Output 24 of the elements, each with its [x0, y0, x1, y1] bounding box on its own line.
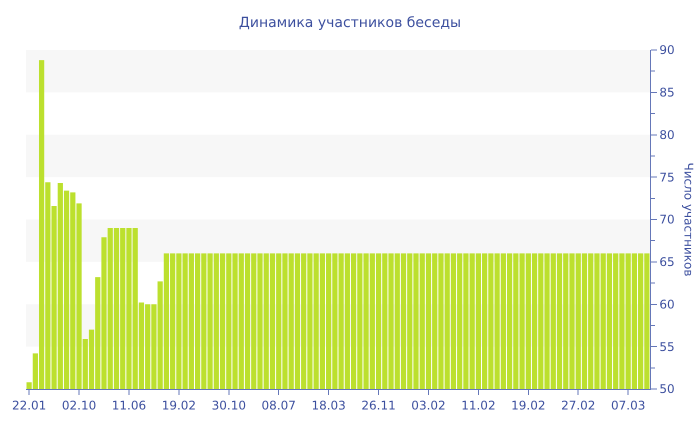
x-tick-label: 22.01	[12, 398, 46, 412]
y-tick-label: 80	[659, 128, 675, 142]
x-tick-label: 07.03	[610, 398, 646, 412]
x-tick-label: 08.07	[262, 398, 296, 412]
y-tick-label: 55	[659, 340, 675, 354]
x-tick-label: 18.03	[311, 398, 346, 412]
chart-title: Динамика участников беседы	[238, 14, 462, 31]
x-tick-label: 11.06	[112, 398, 146, 412]
y-tick-label: 60	[659, 297, 675, 312]
y-axis-title: Число участников	[682, 162, 696, 276]
x-tick-label: 11.02	[461, 398, 496, 412]
x-tick-label: 30.10	[212, 398, 246, 412]
y-tick-label: 90	[659, 43, 675, 58]
x-tick-label: 26.11	[361, 398, 396, 412]
x-tick-label: 19.02	[162, 398, 196, 412]
x-tick-label: 27.02	[561, 398, 596, 412]
y-tick-label: 70	[659, 212, 675, 227]
y-tick-label: 50	[659, 382, 675, 396]
x-tick-label: 03.02	[411, 398, 446, 412]
y-tick-label: 75	[659, 170, 675, 184]
x-tick-label: 19.02	[511, 398, 546, 412]
x-tick-label: 02.10	[62, 398, 96, 412]
y-tick-label: 85	[659, 86, 675, 100]
y-tick-label: 65	[659, 255, 675, 270]
